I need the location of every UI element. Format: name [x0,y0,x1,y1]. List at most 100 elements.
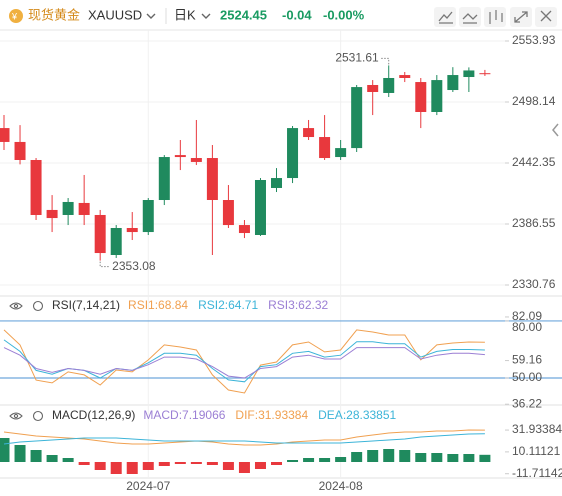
macd-bar [351,452,363,462]
y-tick-label: 31.93384 [512,422,562,436]
candle-body [399,75,411,78]
tool-type[interactable] [484,7,506,27]
macd-bar [62,458,74,462]
y-tick-label: 50.00 [512,370,542,384]
candle-body [367,84,379,92]
macd-bar [14,445,26,462]
collapse-button[interactable] [552,123,559,137]
macd-bar [126,462,138,474]
x-tick-label: 2024-08 [319,479,363,493]
tool-close-icon [540,10,552,22]
indicator-line [3,429,485,446]
indicator-line [3,347,485,379]
y-tick-label: 36.22 [512,396,542,410]
candle-body [46,209,58,219]
macd-title: MACD(12,26,9) [52,408,135,422]
macd-bar [238,462,250,473]
candle-body [415,82,427,112]
macd-bar [222,462,234,470]
macd-bar [0,438,10,462]
candle-body [174,155,186,158]
macd-visibility[interactable] [9,412,23,420]
candle-body [463,70,475,78]
icon-glyph: ¥ [11,11,18,21]
macd-settings[interactable] [32,410,44,422]
y-tick-label: 2442.35 [512,155,556,169]
candle-body [62,201,74,215]
macd-bar [190,462,202,464]
change-pct: -0.00% [323,7,365,22]
tool-indicator[interactable] [459,7,481,27]
macd-bar [287,460,299,462]
high-pointer [380,57,390,65]
tool-draw-icon [438,11,453,24]
macd-bar [142,462,154,470]
period[interactable]: 日K [174,7,196,22]
candle-body [110,227,122,256]
legend-entry: MACD:7.19066 [143,408,225,422]
legend-entry: RSI3:62.32 [268,298,328,312]
legend-entry: RSI1:68.84 [128,298,188,312]
candle-body [78,202,90,215]
candle-body [158,157,170,201]
candle-body [383,77,395,93]
macd-bar [367,450,379,462]
candle-body [0,128,10,142]
period-dropdown[interactable] [201,13,211,19]
candle-body [30,159,42,215]
candle-body [126,227,138,233]
y-tick-label: 2498.14 [512,94,556,108]
symbol[interactable]: XAUUSD [88,7,142,22]
candle-body [431,80,443,112]
y-tick-label: -11.71142 [512,466,562,480]
candle-body [479,73,491,75]
tool-draw[interactable] [434,7,456,27]
rsi-visibility[interactable] [9,302,23,310]
macd-bar [303,458,315,462]
instrument-name[interactable]: 现货黄金 [28,7,80,22]
high-label: 2531.61 [335,51,379,65]
candle-body [335,148,347,158]
candle-body [206,158,218,201]
y-tick-label: 2330.76 [512,277,556,291]
macd-bar [94,462,106,470]
candle-body [287,128,299,179]
tool-close[interactable] [535,7,557,27]
change: -0.04 [282,7,312,22]
y-tick-label: 59.16 [512,353,542,367]
tool-indicator-icon [462,13,478,24]
y-tick-label: 80.00 [512,320,542,334]
indicator-line [3,433,485,445]
candle-body [303,128,315,138]
macd-bar [78,462,90,465]
candle-body [351,87,363,149]
macd-bar [415,453,427,462]
macd-bar [271,462,283,465]
plot-area [0,65,491,261]
rsi-settings[interactable] [32,300,44,312]
symbol-icon [9,9,23,23]
low-label: 2353.08 [112,259,156,273]
y-tick-label: 2386.55 [512,216,556,230]
legend-entry: RSI2:64.71 [198,298,258,312]
candle-body [142,200,154,233]
candle-body [14,141,26,160]
macd-bar [158,462,170,466]
candle-body [447,75,459,91]
plot-area [3,329,485,394]
macd-bar [479,454,491,462]
tool-type-icon [489,10,503,24]
macd-bar [447,454,459,462]
macd-bar [174,462,186,464]
rsi-title: RSI(7,14,21) [52,298,120,312]
macd-bar [110,462,122,474]
legend-entry: DEA:28.33851 [318,408,396,422]
macd-bar [335,457,347,462]
macd-bar [383,449,395,462]
macd-bar [431,453,443,462]
symbol-dropdown[interactable] [146,13,156,19]
candle-body [254,180,266,235]
macd-bar [206,462,218,465]
